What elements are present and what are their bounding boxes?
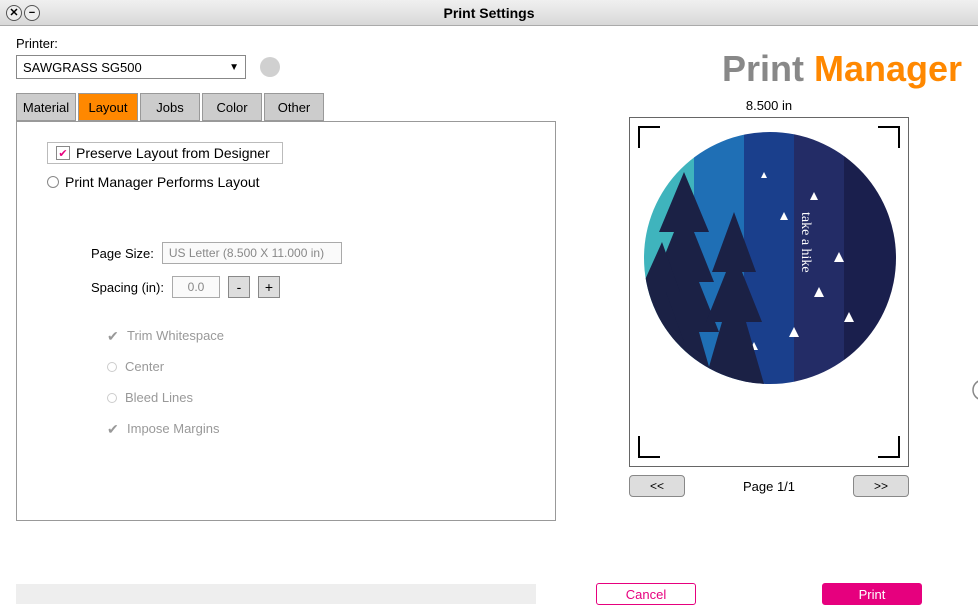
spacing-label: Spacing (in):	[91, 280, 164, 295]
tab-material[interactable]: Material	[16, 93, 76, 121]
brand-logo: Print Manager	[576, 48, 962, 90]
crop-mark-bl	[638, 436, 660, 458]
window-close-button[interactable]: ✕	[6, 5, 22, 21]
printer-select[interactable]: SAWGRASS SG500 ▼	[16, 55, 246, 79]
spacing-input[interactable]	[172, 276, 220, 298]
spacing-decrement-button[interactable]: -	[228, 276, 250, 298]
zoom-icon[interactable]	[970, 377, 978, 411]
bleed-lines-label: Bleed Lines	[125, 390, 193, 405]
svg-text:take a hike: take a hike	[798, 212, 813, 273]
window-title: Print Settings	[0, 5, 978, 21]
trim-whitespace-label: Trim Whitespace	[127, 328, 224, 343]
preserve-layout-checkbox[interactable]: ✔	[56, 146, 70, 160]
bleed-lines-radio[interactable]	[107, 393, 117, 403]
tab-color[interactable]: Color	[202, 93, 262, 121]
page-size-input[interactable]	[162, 242, 342, 264]
crop-mark-br	[878, 436, 900, 458]
center-label: Center	[125, 359, 164, 374]
tab-jobs[interactable]: Jobs	[140, 93, 200, 121]
cancel-button[interactable]: Cancel	[596, 583, 696, 605]
preview-next-button[interactable]: >>	[853, 475, 909, 497]
preview-width-label: 8.500 in	[576, 98, 962, 113]
window-minimize-button[interactable]: −	[24, 5, 40, 21]
trim-whitespace-checkbox[interactable]: ✔	[107, 330, 119, 342]
layout-panel: ✔ Preserve Layout from Designer Print Ma…	[16, 121, 556, 521]
preview-page-label: Page 1/1	[743, 479, 795, 494]
preserve-layout-label: Preserve Layout from Designer	[76, 145, 270, 161]
page-size-label: Page Size:	[91, 246, 154, 261]
preview-area: 8.500 in 11.000 in	[576, 98, 962, 497]
chevron-down-icon: ▼	[229, 62, 239, 73]
spacing-increment-button[interactable]: +	[258, 276, 280, 298]
perform-layout-radio[interactable]	[47, 176, 59, 188]
impose-margins-label: Impose Margins	[127, 421, 219, 436]
preview-page: take a hike	[629, 117, 909, 467]
tab-other[interactable]: Other	[264, 93, 324, 121]
impose-margins-checkbox[interactable]: ✔	[107, 423, 119, 435]
printer-label: Printer:	[16, 36, 556, 51]
preview-artwork: take a hike	[644, 132, 896, 384]
perform-layout-label: Print Manager Performs Layout	[65, 174, 260, 190]
tab-layout[interactable]: Layout	[78, 93, 138, 121]
print-button[interactable]: Print	[822, 583, 922, 605]
center-radio[interactable]	[107, 362, 117, 372]
preview-prev-button[interactable]: <<	[629, 475, 685, 497]
printer-selected-value: SAWGRASS SG500	[23, 60, 142, 75]
progress-bar	[16, 584, 536, 604]
tab-bar: Material Layout Jobs Color Other	[16, 93, 556, 121]
printer-status-indicator	[260, 57, 280, 77]
